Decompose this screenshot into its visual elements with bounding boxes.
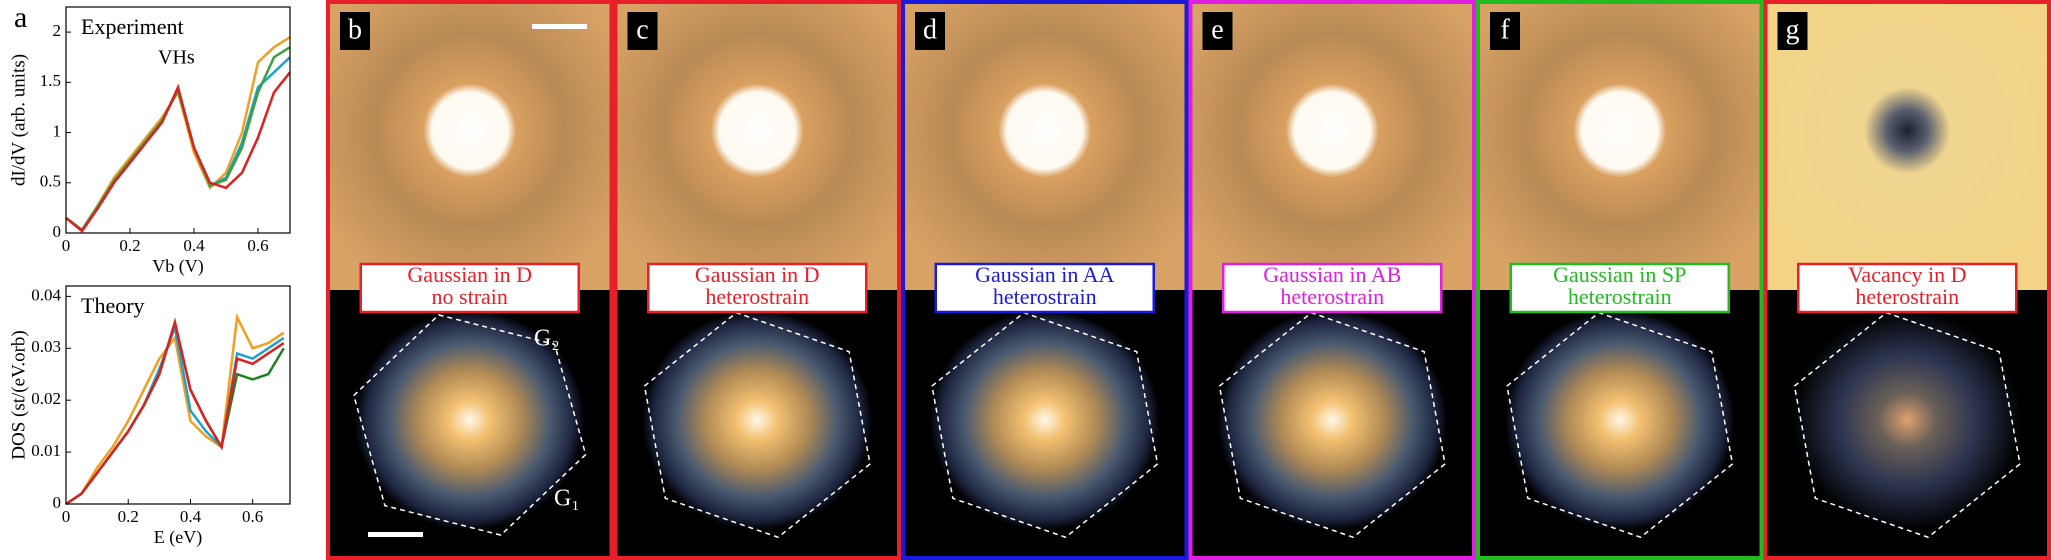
panel-label: heterostrain [1855, 284, 1959, 309]
letter-box [1490, 12, 1520, 50]
image-top [901, 0, 1189, 290]
panel-border [1188, 0, 1476, 560]
chart-title: Experiment [81, 14, 184, 39]
letter-box [627, 12, 658, 50]
x-tick-label: 0.6 [247, 236, 268, 255]
scale-bar [532, 24, 587, 29]
brillouin-hexagon [1506, 311, 1734, 539]
panel-letter: d [923, 14, 937, 45]
panel-border [901, 0, 1189, 560]
image-panel: b Gaussian in Dno strain G₂ G₁ [326, 0, 614, 560]
x-tick-label: 0 [62, 236, 71, 255]
data-line [65, 317, 285, 506]
panel-label: Gaussian in SP [1553, 262, 1686, 287]
x-tick-label: 0.2 [119, 236, 140, 255]
data-line [65, 71, 291, 233]
image-top [613, 0, 901, 290]
plot-frame [65, 285, 291, 505]
panel-border [1476, 0, 1764, 560]
y-tick-label: 0.5 [40, 172, 61, 191]
panel-letter: c [636, 14, 648, 45]
image-top [1763, 0, 2051, 290]
panel-label: heterostrain [1280, 284, 1384, 309]
y-tick-label: 0.02 [31, 389, 61, 408]
label-box [934, 262, 1155, 314]
panel-letter: e [1211, 14, 1223, 45]
panel-border [1763, 0, 2051, 560]
brillouin-hexagon [1218, 311, 1446, 539]
panel-label: heterostrain [705, 284, 809, 309]
panel-border [613, 0, 901, 560]
label-box [359, 262, 580, 314]
y-tick-label: 0.01 [31, 441, 61, 460]
fft-glow [1792, 310, 2023, 530]
x-tick-label: 0.6 [242, 507, 263, 526]
annotation: VHs [158, 47, 195, 69]
letter-box [340, 12, 370, 50]
panel-letter: f [1500, 14, 1510, 45]
fft-glow [354, 310, 585, 530]
panel-letter: a [14, 1, 27, 34]
letter-box [915, 12, 945, 50]
panel-label: Gaussian in D [407, 262, 532, 287]
brillouin-hexagon [931, 311, 1159, 539]
panel-label: heterostrain [1568, 284, 1672, 309]
x-tick-label: 0.2 [118, 507, 139, 526]
label-box [1222, 262, 1443, 314]
y-axis-label: DOS (st/(eV.orb) [8, 330, 29, 459]
g2-label: G₂ [534, 326, 560, 352]
panel-letter: g [1786, 14, 1800, 45]
data-line [65, 322, 285, 506]
label-box [1509, 262, 1730, 314]
panel-label: Gaussian in AB [1263, 262, 1401, 287]
y-tick-label: 0.03 [31, 337, 61, 356]
image-top [1476, 0, 1764, 290]
y-axis-label: dI/dV (arb. units) [8, 54, 29, 186]
panel-label: no strain [432, 284, 508, 309]
scale-bar [368, 532, 423, 537]
letter-box [1777, 12, 1808, 50]
y-tick-label: 0 [53, 493, 62, 512]
fft-glow [1504, 310, 1735, 530]
x-tick-label: 0.4 [183, 236, 205, 255]
brillouin-hexagon [1793, 311, 2021, 539]
x-tick-label: 0 [62, 507, 71, 526]
x-axis-label: E (eV) [154, 527, 202, 548]
y-tick-label: 1 [53, 121, 62, 140]
y-tick-label: 1.5 [40, 71, 61, 90]
x-axis-label: Vb (V) [152, 256, 204, 277]
letter-box [1202, 12, 1233, 50]
y-tick-label: 0 [53, 222, 62, 241]
label-box [647, 262, 868, 314]
panel-label: Gaussian in D [695, 262, 820, 287]
panel-border [326, 0, 614, 560]
plot-frame [65, 6, 291, 234]
label-box [1797, 262, 2018, 314]
panel-letter: b [348, 14, 362, 45]
fft-glow [1217, 310, 1448, 530]
y-tick-label: 0.04 [31, 285, 61, 304]
data-line [65, 312, 285, 506]
g1-label: G₁ [554, 486, 580, 512]
panel-label: heterostrain [993, 284, 1097, 309]
brillouin-hexagon [643, 311, 871, 539]
brillouin-hexagon [352, 314, 587, 536]
data-line [65, 317, 285, 506]
x-tick-label: 0.4 [180, 507, 202, 526]
y-tick-label: 2 [53, 21, 62, 40]
panel-label: Vacancy in D [1848, 262, 1967, 287]
image-top [326, 0, 614, 290]
panel-label: Gaussian in AA [975, 262, 1114, 287]
fft-glow [929, 310, 1160, 530]
chart-title: Theory [81, 293, 145, 318]
fft-glow [642, 310, 873, 530]
image-top [1188, 0, 1476, 290]
